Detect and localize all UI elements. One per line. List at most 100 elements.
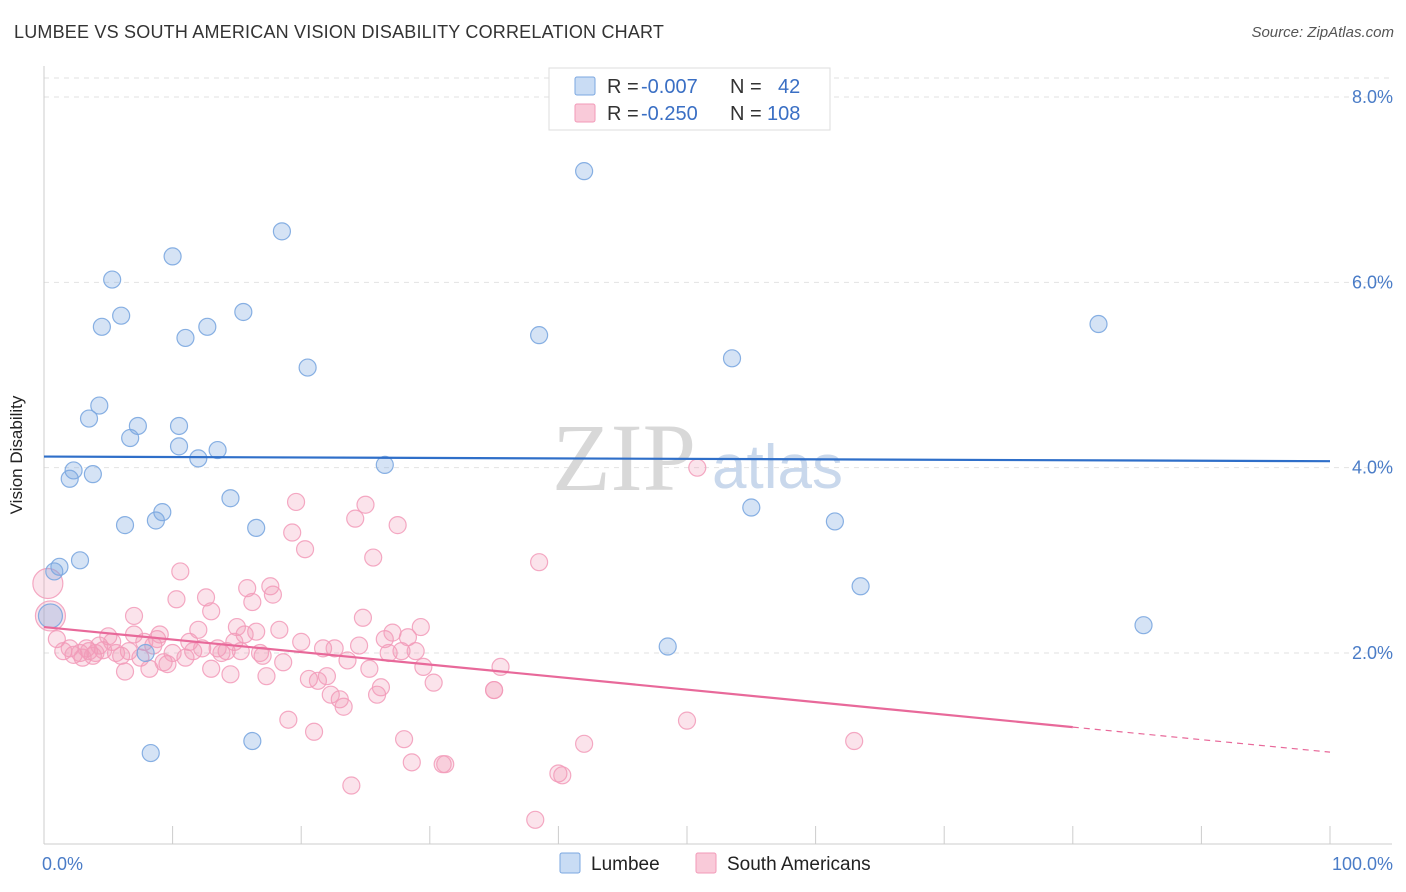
- legend-n-label-south-americans: N =: [730, 103, 762, 125]
- point-south-americans: [317, 667, 337, 686]
- point-south-americans: [193, 639, 212, 658]
- point-south-americans: [526, 810, 545, 829]
- point-lumbee: [176, 328, 195, 348]
- point-south-americans: [115, 662, 135, 681]
- chart-source: Source: ZipAtlas.com: [1251, 24, 1394, 41]
- y-tick-label-2: 6.0%: [1352, 272, 1393, 292]
- point-lumbee: [90, 396, 109, 415]
- point-lumbee: [70, 551, 90, 570]
- point-south-americans: [238, 579, 257, 598]
- point-south-americans: [124, 606, 144, 626]
- point-south-americans: [388, 516, 407, 535]
- point-south-americans: [196, 588, 216, 607]
- point-lumbee: [153, 503, 172, 522]
- point-south-americans: [424, 673, 443, 692]
- point-south-americans: [286, 492, 306, 512]
- chart-title: LUMBEE VS SOUTH AMERICAN VISION DISABILI…: [14, 22, 665, 42]
- point-lumbee: [141, 743, 160, 763]
- point-south-americans: [575, 734, 594, 753]
- point-south-americans: [688, 458, 707, 477]
- legend: R = -0.007 N = 42 R = -0.250 N = 108: [548, 67, 831, 131]
- bottom-legend-label-lumbee: Lumbee: [591, 854, 660, 875]
- point-lumbee: [37, 603, 64, 629]
- point-south-americans: [32, 567, 64, 600]
- point-south-americans: [167, 590, 186, 609]
- point-south-americans: [263, 585, 283, 604]
- point-lumbee: [169, 437, 189, 456]
- point-south-americans: [283, 523, 302, 542]
- point-lumbee: [234, 302, 253, 322]
- point-south-americans: [202, 602, 221, 621]
- point-south-americans: [325, 639, 344, 658]
- point-south-americans: [402, 753, 421, 772]
- point-south-americans: [83, 646, 102, 665]
- point-south-americans: [257, 667, 276, 686]
- point-lumbee: [136, 643, 155, 663]
- point-lumbee: [163, 247, 182, 266]
- point-south-americans: [414, 657, 433, 677]
- point-south-americans: [299, 669, 319, 689]
- point-south-americans: [356, 495, 375, 514]
- point-lumbee: [298, 358, 317, 377]
- point-south-americans: [485, 680, 504, 700]
- point-south-americans: [221, 665, 240, 684]
- point-lumbee: [208, 440, 227, 460]
- point-south-americans: [304, 722, 324, 741]
- legend-r-value-lumbee: -0.007: [641, 76, 698, 98]
- point-south-americans: [342, 776, 361, 795]
- trend-line-lumbee: [43, 455, 1331, 463]
- axes: [43, 66, 1392, 845]
- y-tick-labels: 2.0% 4.0% 6.0% 8.0%: [1352, 87, 1393, 663]
- point-south-americans: [371, 678, 391, 697]
- point-south-americans: [189, 620, 208, 639]
- x-tick-label-0: 0.0%: [42, 854, 83, 874]
- point-lumbee: [198, 317, 217, 336]
- point-south-americans: [338, 651, 357, 670]
- point-south-americans: [158, 655, 177, 674]
- point-south-americans: [553, 766, 572, 785]
- trend-lines: [43, 455, 1331, 753]
- point-lumbee: [575, 162, 594, 181]
- point-south-americans: [411, 617, 430, 637]
- point-lumbee: [272, 222, 292, 241]
- point-lumbee: [375, 455, 394, 474]
- point-lumbee: [851, 577, 870, 596]
- trend-line-south-americans-extension: [1072, 726, 1331, 753]
- point-south-americans: [274, 653, 293, 672]
- legend-n-label-lumbee: N =: [730, 76, 762, 98]
- point-lumbee: [112, 306, 131, 325]
- point-south-americans: [34, 600, 67, 632]
- point-south-americans: [349, 636, 369, 655]
- point-south-americans: [217, 642, 236, 661]
- point-lumbee: [722, 349, 742, 368]
- point-south-americans: [292, 632, 311, 651]
- point-south-americans: [334, 697, 353, 716]
- point-south-americans: [845, 731, 864, 751]
- point-lumbee: [103, 270, 122, 289]
- legend-swatch-lumbee: [574, 76, 596, 96]
- point-lumbee: [50, 557, 69, 576]
- y-tick-label-3: 8.0%: [1352, 87, 1393, 107]
- point-south-americans: [235, 625, 254, 644]
- point-south-americans: [202, 659, 221, 678]
- point-lumbee: [64, 461, 83, 480]
- y-tick-label-1: 4.0%: [1352, 458, 1393, 478]
- point-south-americans: [279, 710, 298, 729]
- x-tick-labels: 0.0% 100.0%: [42, 854, 1393, 874]
- point-south-americans: [383, 623, 402, 642]
- point-lumbee: [658, 637, 677, 656]
- point-south-americans: [295, 540, 315, 559]
- point-lumbee: [530, 326, 549, 345]
- point-south-americans: [398, 628, 418, 647]
- legend-n-value-south-americans: 108: [767, 103, 800, 125]
- point-lumbee: [83, 465, 102, 484]
- bottom-legend-swatch-lumbee: [559, 852, 581, 874]
- point-south-americans: [353, 608, 373, 627]
- point-south-americans: [364, 548, 383, 567]
- point-south-americans: [321, 685, 340, 704]
- trend-line-south-americans: [43, 625, 1073, 729]
- series-lumbee-points: [37, 162, 1153, 763]
- point-lumbee: [247, 518, 266, 538]
- point-south-americans: [406, 642, 425, 661]
